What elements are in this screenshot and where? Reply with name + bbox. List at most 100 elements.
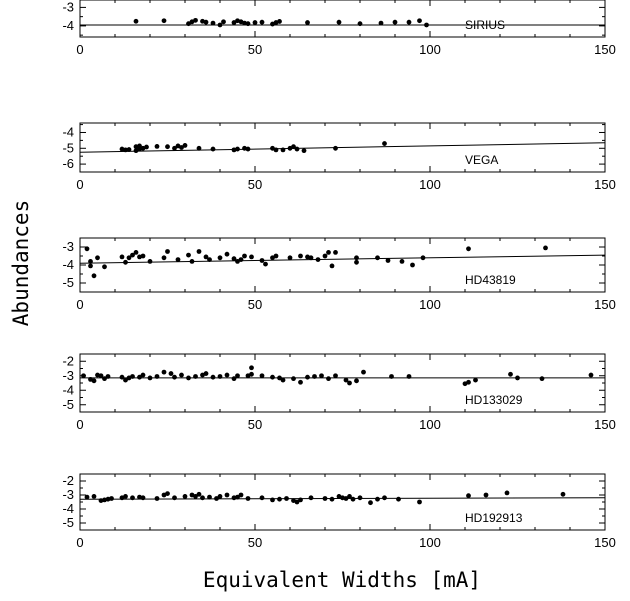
data-point xyxy=(81,373,86,379)
data-point xyxy=(347,494,352,499)
x-tick-label: 50 xyxy=(248,297,262,312)
data-point xyxy=(336,19,342,25)
data-point xyxy=(224,251,230,257)
data-point xyxy=(382,141,387,146)
data-point xyxy=(508,371,513,377)
data-point xyxy=(126,255,132,261)
data-point xyxy=(231,376,237,382)
y-tick-label: -4 xyxy=(62,382,74,397)
data-point xyxy=(179,145,184,150)
x-tick-label: 50 xyxy=(248,417,262,432)
data-point xyxy=(144,144,149,150)
data-point xyxy=(109,496,114,501)
data-point xyxy=(238,492,244,498)
star-label: HD133029 xyxy=(465,393,523,407)
x-tick-label: 150 xyxy=(594,177,616,192)
data-point xyxy=(294,146,300,152)
data-point xyxy=(172,145,177,151)
star-label: HD43819 xyxy=(465,273,516,287)
data-point xyxy=(140,372,146,378)
data-point xyxy=(217,255,223,261)
panel-5: 0 50 100 150 -2-3-4-5 HD192913 xyxy=(62,473,615,550)
data-point xyxy=(95,255,100,261)
data-point xyxy=(357,21,363,27)
data-point xyxy=(298,253,303,259)
data-point xyxy=(333,250,338,255)
data-point xyxy=(214,496,219,501)
data-point xyxy=(354,255,359,261)
star-label: HD192913 xyxy=(465,511,523,525)
data-point xyxy=(161,18,167,24)
data-point xyxy=(245,21,251,27)
data-point xyxy=(196,249,202,254)
panel-1: 0 50 100 150 -3 -4 SIRIUS xyxy=(62,0,616,57)
data-point xyxy=(123,147,128,153)
data-point xyxy=(466,493,471,499)
data-point xyxy=(91,273,97,279)
data-point xyxy=(322,496,328,501)
data-point xyxy=(123,494,128,499)
data-point xyxy=(130,252,135,258)
data-point xyxy=(249,254,254,260)
data-point xyxy=(119,374,125,380)
data-point xyxy=(84,494,90,500)
data-point xyxy=(245,146,251,152)
data-point xyxy=(385,258,391,263)
data-point xyxy=(193,17,198,23)
x-tick-label: 150 xyxy=(594,535,616,550)
data-point xyxy=(200,495,205,501)
x-tick-label: 100 xyxy=(419,177,441,192)
data-point xyxy=(333,145,338,151)
star-label: SIRIUS xyxy=(465,18,505,32)
y-tick-label: -3 xyxy=(62,0,74,14)
data-point xyxy=(130,374,135,379)
data-point xyxy=(298,497,303,503)
data-point xyxy=(259,373,265,379)
data-point xyxy=(410,262,415,268)
data-point xyxy=(273,253,279,259)
data-point xyxy=(231,256,237,262)
data-point xyxy=(560,491,566,497)
x-tick-label: 50 xyxy=(248,42,262,57)
data-point xyxy=(483,492,489,498)
data-point xyxy=(466,379,471,385)
data-point xyxy=(186,375,191,381)
data-point xyxy=(242,253,247,259)
panel-frame xyxy=(79,122,606,173)
x-tick-label: 150 xyxy=(594,297,616,312)
data-point xyxy=(291,376,296,382)
x-tick-label: 100 xyxy=(419,417,441,432)
panel-frame xyxy=(79,353,606,413)
data-point xyxy=(277,375,282,381)
data-point xyxy=(329,263,335,269)
data-point xyxy=(182,143,188,148)
data-point xyxy=(161,369,167,375)
data-point xyxy=(154,374,160,379)
data-point xyxy=(193,374,198,379)
x-tick-label: 0 xyxy=(76,535,83,550)
panel-2: 0 50 100 150 -4-5-6 VEGA xyxy=(62,122,616,192)
data-point xyxy=(298,379,303,385)
data-point xyxy=(217,374,223,379)
data-point xyxy=(263,261,268,267)
x-tick-label: 100 xyxy=(419,297,441,312)
fit-line xyxy=(79,254,606,264)
data-point xyxy=(466,246,471,252)
data-point xyxy=(207,494,212,500)
data-point xyxy=(224,372,230,378)
data-point xyxy=(210,146,216,152)
data-point xyxy=(354,378,359,384)
data-point xyxy=(539,376,545,382)
data-point xyxy=(389,374,394,379)
data-point xyxy=(392,19,398,25)
data-point xyxy=(130,495,135,501)
x-tick-label: 50 xyxy=(248,177,262,192)
data-point xyxy=(329,496,335,502)
data-point xyxy=(126,147,132,152)
data-point xyxy=(235,494,240,500)
panel-4: 0 50 100 150 -2-3-4-5 HD133029 xyxy=(62,353,615,432)
data-point xyxy=(165,249,170,254)
data-point xyxy=(277,496,282,502)
data-point xyxy=(406,374,412,379)
data-point xyxy=(102,376,107,382)
